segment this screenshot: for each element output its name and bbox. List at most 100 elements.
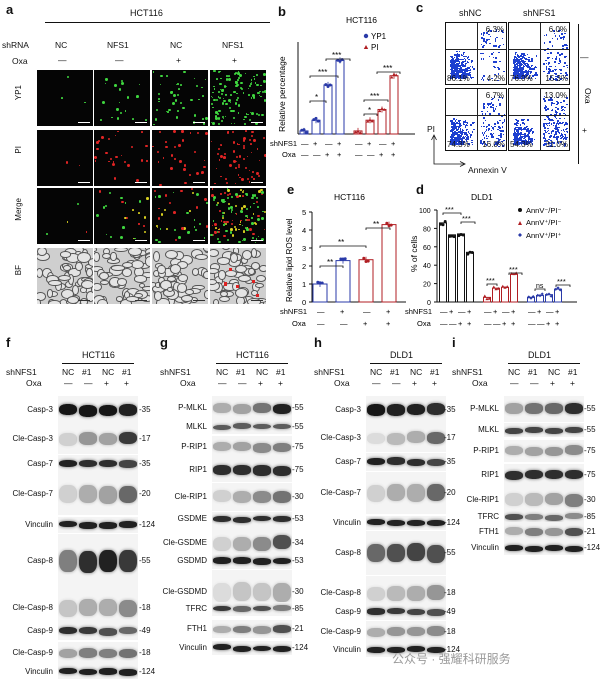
event-dot [456, 73, 459, 75]
event-dot [457, 63, 460, 66]
event-dot [452, 64, 455, 66]
fluorescent-cell [134, 237, 136, 240]
fluorescent-cell [214, 70, 217, 73]
flow-cytometry-plot: 6.3% 86.1% 4.2% [445, 22, 507, 85]
protein-label: TFRC [477, 512, 499, 521]
fluorescent-cell [159, 131, 162, 133]
event-dot [451, 121, 453, 123]
event-dot [521, 63, 524, 66]
fluorescent-cell [246, 113, 248, 115]
gate-line [477, 89, 478, 150]
protein-band [367, 484, 385, 503]
event-dot [453, 59, 456, 62]
event-dot [502, 43, 505, 46]
scale-bar [193, 239, 205, 241]
event-dot [521, 119, 523, 121]
fluorescent-cell [238, 155, 242, 159]
event-dot [450, 55, 452, 58]
blot-strip [212, 458, 292, 482]
condition-mark: — [546, 307, 554, 316]
condition-mark: + [391, 150, 396, 159]
protein-label: Cle-RIP1 [466, 495, 499, 504]
blot-strip [504, 396, 584, 422]
protein-band [253, 491, 271, 503]
event-dot [462, 75, 465, 77]
panel-b-shnfs1-label: shNFS1 [270, 139, 297, 148]
event-dot [470, 77, 473, 79]
event-dot [515, 60, 517, 62]
event-dot [543, 63, 545, 65]
fluorescent-cell [196, 84, 198, 87]
bar-yp1-3 [323, 84, 333, 135]
fluorescent-cell [124, 217, 127, 220]
event-dot [554, 35, 557, 37]
event-dot [559, 54, 562, 57]
fluorescent-cell [94, 160, 97, 163]
oxa-label: Oxa [472, 378, 488, 388]
protein-band [565, 494, 583, 507]
bar-4 [381, 224, 397, 303]
event-dot [489, 35, 492, 38]
fluorescent-cell [242, 205, 246, 209]
protein-band [233, 556, 251, 564]
protein-band [407, 519, 425, 526]
mw-marker: -75 [292, 465, 304, 474]
protein-band [273, 465, 291, 476]
lane-oxa: — [84, 378, 93, 388]
fluorescent-cell [195, 172, 199, 176]
mw-marker: -124 [292, 643, 309, 652]
mw-marker: -55 [292, 422, 304, 431]
event-dot [563, 44, 566, 46]
mw-marker: -35 [139, 459, 151, 468]
event-dot [458, 58, 460, 61]
protein-band [79, 485, 97, 503]
condition-mark: + [337, 139, 342, 148]
event-dot [471, 131, 474, 133]
condition-mark: — [458, 307, 466, 316]
fluorescent-cell [123, 160, 126, 164]
cell-outline [219, 290, 228, 298]
event-dot [455, 77, 457, 80]
event-dot [453, 73, 455, 76]
scale-bar [78, 181, 90, 183]
fluorescent-cell [170, 167, 174, 170]
fluorescent-cell [170, 154, 173, 157]
fluorescent-cell [235, 155, 238, 158]
fluorescent-cell [224, 93, 228, 97]
fluorescent-cell [227, 203, 230, 206]
fluorescent-cell [119, 111, 123, 115]
fluorescent-cell [231, 196, 233, 199]
fluorescent-cell [136, 179, 140, 183]
fluorescent-cell [232, 141, 235, 144]
lane-label: #1 [276, 367, 286, 377]
mw-marker: -55 [292, 403, 304, 412]
event-dot [493, 61, 495, 63]
protein-label: Cle-GSDME [162, 538, 207, 547]
event-dot [450, 62, 453, 65]
event-dot [497, 137, 499, 139]
event-dot [453, 69, 455, 72]
micrograph-tile [94, 248, 150, 304]
fluorescent-cell [108, 191, 112, 195]
event-dot [543, 129, 546, 132]
lane-oxa: — [530, 378, 539, 388]
protein-band [525, 513, 543, 520]
event-dot [460, 76, 463, 78]
fluorescent-cell [152, 123, 155, 126]
event-dot [523, 56, 525, 59]
event-dot [456, 67, 458, 69]
event-dot [457, 67, 460, 70]
fluorescent-cell [155, 118, 158, 121]
event-dot [460, 70, 463, 72]
fluorescent-cell [246, 155, 249, 158]
data-point [452, 235, 456, 239]
fluorescent-cell [105, 78, 108, 81]
event-dot [458, 65, 460, 68]
cell-line-label: DLD1 [390, 350, 414, 360]
fluorescent-cell [118, 88, 122, 91]
event-dot [464, 120, 467, 122]
fluorescent-cell [229, 192, 232, 195]
protein-band [367, 457, 385, 466]
fluorescent-cell [167, 111, 169, 113]
fluorescent-cell [193, 114, 197, 117]
